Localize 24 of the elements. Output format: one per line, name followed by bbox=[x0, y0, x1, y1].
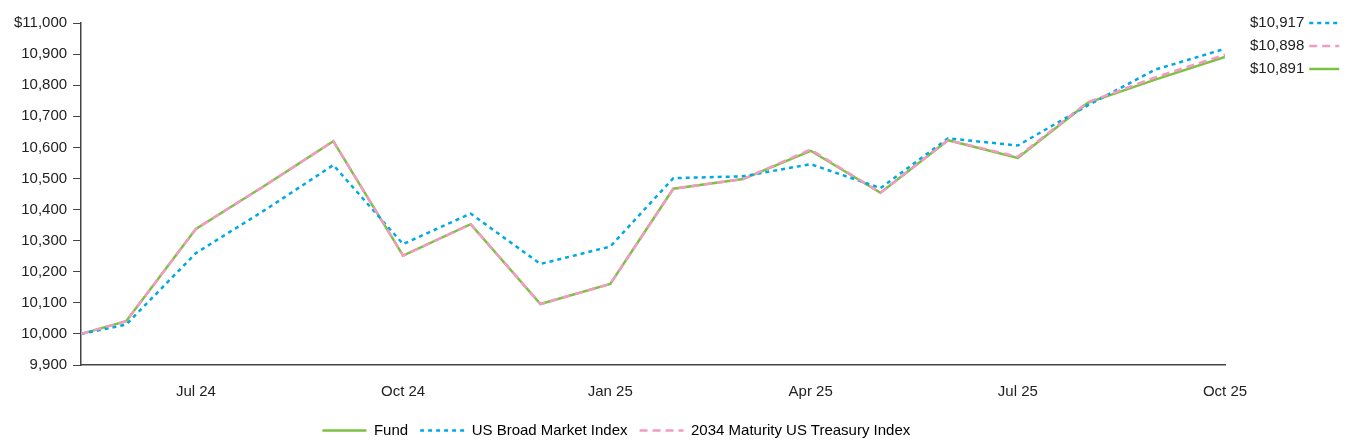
y-tick-label: 10,500 bbox=[21, 168, 68, 186]
y-tick-label: 10,600 bbox=[21, 137, 68, 155]
x-tick-label: Jul 24 bbox=[175, 382, 216, 400]
y-tick-label: 10,800 bbox=[21, 75, 68, 93]
y-tick-label: $11,000 bbox=[14, 13, 68, 31]
x-tick-label: Oct 25 bbox=[1202, 382, 1248, 400]
x-tick-label: Apr 25 bbox=[788, 382, 833, 400]
x-tick-label: Jul 25 bbox=[997, 382, 1038, 400]
legend-label: Fund bbox=[373, 420, 409, 438]
y-tick-label: 10,200 bbox=[21, 261, 68, 279]
legend-label: US Broad Market Index bbox=[471, 420, 629, 438]
legend-label: 2034 Maturity US Treasury Index bbox=[691, 420, 911, 438]
data-label: $10,917 bbox=[1250, 13, 1305, 31]
y-tick-label: 10,400 bbox=[21, 199, 68, 217]
data-label: $10,891 bbox=[1250, 59, 1305, 77]
y-tick-label: 10,300 bbox=[21, 230, 68, 248]
y-tick-label: 10,900 bbox=[21, 44, 68, 62]
y-tick-label: 10,700 bbox=[21, 106, 68, 124]
x-tick-label: Oct 24 bbox=[381, 382, 426, 400]
data-label: $10,898 bbox=[1250, 36, 1305, 54]
y-tick-label: 10,000 bbox=[21, 324, 68, 342]
x-tick-label: Jan 25 bbox=[587, 382, 633, 400]
y-tick-label: 10,100 bbox=[21, 292, 68, 310]
y-tick-label: 9,900 bbox=[29, 355, 68, 373]
